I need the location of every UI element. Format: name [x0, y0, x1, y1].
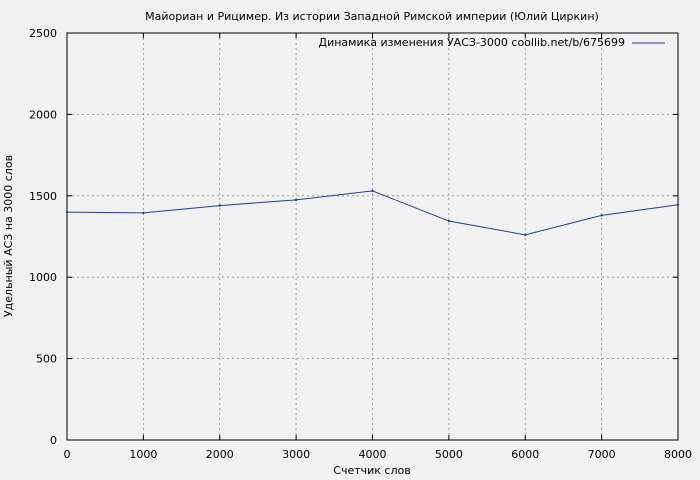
x-axis-label: Счетчик слов: [333, 464, 410, 477]
data-point: [371, 189, 374, 193]
chart-title: Майориан и Рицимер. Из истории Западной …: [145, 10, 599, 23]
data-point: [294, 198, 298, 202]
x-tick-label: 3000: [282, 448, 310, 461]
data-point: [142, 211, 145, 215]
x-tick-label: 8000: [664, 448, 692, 461]
x-axis: 0 1000 2000 3000 4000 5000 6000 7000 8000: [64, 33, 692, 461]
x-tick-label: 0: [64, 448, 71, 461]
y-axis-label: Удельный АСЗ на 3000 слов: [2, 155, 15, 317]
y-tick-label: 2000: [29, 108, 57, 121]
data-point: [524, 233, 527, 237]
legend: Динамика изменения УАСЗ-3000 coollib.net…: [319, 36, 665, 49]
x-tick-label: 6000: [511, 448, 539, 461]
data-point: [218, 204, 221, 207]
data-point: [447, 219, 451, 223]
y-tick-label: 1500: [29, 190, 57, 203]
data-point: [676, 203, 680, 206]
y-tick-label: 0: [50, 434, 57, 447]
x-tick-label: 5000: [435, 448, 463, 461]
series-group: [65, 189, 680, 237]
y-tick-label: 2500: [29, 27, 57, 40]
data-point: [65, 210, 69, 214]
legend-label: Динамика изменения УАСЗ-3000 coollib.net…: [319, 36, 626, 49]
y-tick-label: 500: [36, 353, 57, 366]
y-axis: 0 500 1000 1500 2000 2500: [29, 27, 678, 447]
x-tick-label: 1000: [129, 448, 157, 461]
data-point: [600, 214, 603, 217]
x-tick-label: 7000: [588, 448, 616, 461]
x-tick-label: 4000: [359, 448, 387, 461]
x-tick-label: 2000: [206, 448, 234, 461]
y-tick-label: 1000: [29, 271, 57, 284]
grid: [67, 33, 678, 440]
